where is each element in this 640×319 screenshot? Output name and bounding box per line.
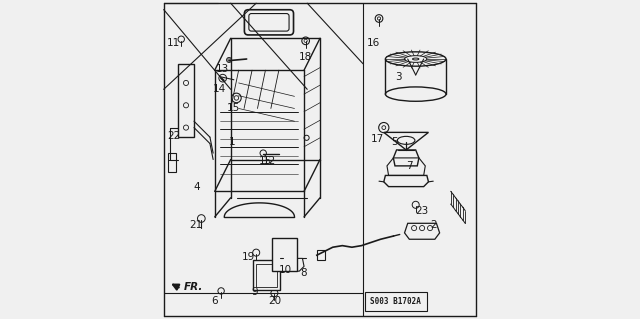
FancyBboxPatch shape xyxy=(249,13,289,31)
Text: 4: 4 xyxy=(194,182,200,192)
Text: 15: 15 xyxy=(227,103,241,114)
Text: 21: 21 xyxy=(189,220,203,230)
FancyBboxPatch shape xyxy=(244,10,294,35)
Text: 18: 18 xyxy=(299,52,312,63)
Text: 22: 22 xyxy=(167,130,180,141)
Text: S003 B1702A: S003 B1702A xyxy=(370,297,421,306)
Text: 11: 11 xyxy=(167,38,180,48)
Text: 23: 23 xyxy=(415,205,429,216)
Text: 14: 14 xyxy=(213,84,226,94)
FancyBboxPatch shape xyxy=(253,260,280,290)
Text: 10: 10 xyxy=(278,264,291,275)
Text: 17: 17 xyxy=(371,134,384,144)
Text: 16: 16 xyxy=(367,38,380,48)
Text: FR.: FR. xyxy=(184,282,203,292)
Text: 6: 6 xyxy=(211,296,218,307)
Text: 15: 15 xyxy=(259,156,273,166)
Text: 13: 13 xyxy=(216,63,229,74)
Text: 5: 5 xyxy=(392,137,398,147)
Text: 12: 12 xyxy=(262,156,276,166)
Text: 20: 20 xyxy=(268,296,281,307)
Text: 2: 2 xyxy=(430,220,436,230)
Text: 7: 7 xyxy=(406,161,413,171)
Text: 9: 9 xyxy=(252,287,258,297)
Circle shape xyxy=(227,57,232,63)
Text: 19: 19 xyxy=(242,252,255,262)
Text: 8: 8 xyxy=(301,268,307,278)
FancyBboxPatch shape xyxy=(365,292,427,311)
FancyBboxPatch shape xyxy=(256,264,277,287)
Text: 3: 3 xyxy=(395,71,401,82)
FancyBboxPatch shape xyxy=(273,238,298,271)
Text: 1: 1 xyxy=(229,137,236,147)
